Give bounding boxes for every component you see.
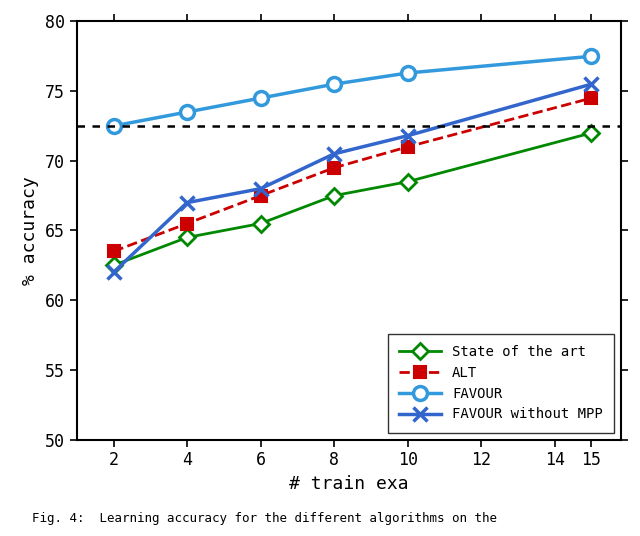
State of the art [404, 178, 412, 185]
ALT [404, 144, 412, 150]
FAVOUR [257, 95, 264, 101]
ALT [183, 220, 191, 227]
ALT [257, 192, 264, 199]
FAVOUR without MPP [257, 185, 264, 192]
State of the art [257, 220, 264, 227]
FAVOUR without MPP [183, 199, 191, 206]
FAVOUR [109, 123, 117, 129]
Line: State of the art: State of the art [108, 128, 597, 271]
Text: Fig. 4:  Learning accuracy for the different algorithms on the: Fig. 4: Learning accuracy for the differ… [32, 512, 497, 525]
State of the art [183, 234, 191, 241]
FAVOUR without MPP [330, 151, 338, 157]
FAVOUR [183, 109, 191, 115]
FAVOUR [330, 81, 338, 87]
FAVOUR without MPP [588, 81, 595, 87]
ALT [588, 95, 595, 101]
Line: FAVOUR: FAVOUR [107, 49, 598, 133]
FAVOUR [588, 53, 595, 59]
Y-axis label: % accuracy: % accuracy [21, 176, 40, 285]
ALT [109, 248, 117, 255]
Legend: State of the art, ALT, FAVOUR, FAVOUR without MPP: State of the art, ALT, FAVOUR, FAVOUR wi… [388, 333, 614, 433]
Line: FAVOUR without MPP: FAVOUR without MPP [107, 77, 598, 279]
Line: ALT: ALT [108, 93, 597, 257]
State of the art [588, 130, 595, 136]
FAVOUR without MPP [109, 269, 117, 276]
FAVOUR [404, 70, 412, 76]
State of the art [330, 192, 338, 199]
State of the art [109, 262, 117, 269]
X-axis label: # train exa: # train exa [289, 475, 408, 493]
FAVOUR without MPP [404, 132, 412, 139]
ALT [330, 165, 338, 171]
